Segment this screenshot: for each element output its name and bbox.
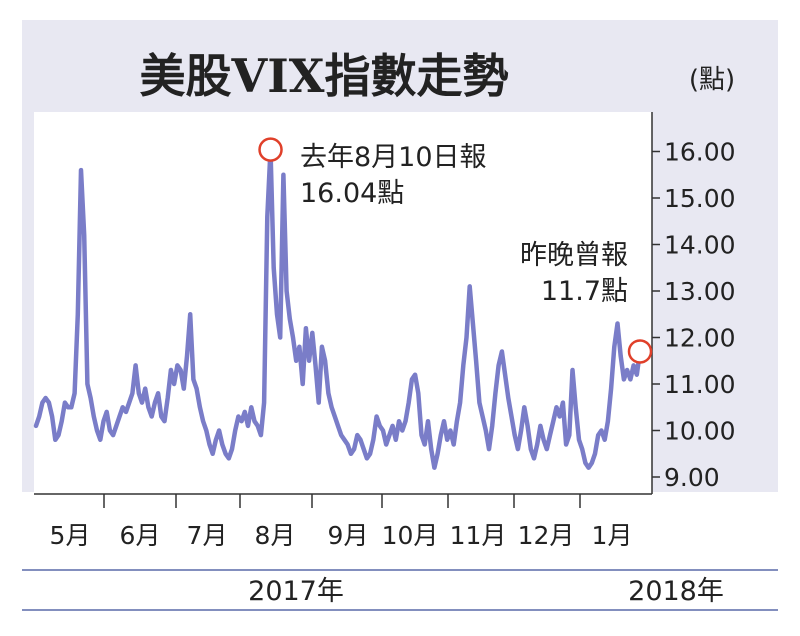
y-tick-label: 16.00 bbox=[664, 138, 736, 167]
x-tick-label: 5月 bbox=[50, 521, 91, 550]
y-tick-label: 11.00 bbox=[664, 370, 736, 399]
year-label-2017: 2017年 bbox=[248, 576, 344, 607]
y-tick-label: 10.00 bbox=[664, 417, 736, 446]
y-tick-label: 15.00 bbox=[664, 184, 736, 213]
annotation-peak-line2: 16.04點 bbox=[300, 178, 404, 209]
y-tick-label: 9.00 bbox=[664, 463, 720, 492]
chart-title: 美股VIX指數走勢 bbox=[140, 49, 509, 103]
x-tick-label: 10月 bbox=[382, 521, 439, 550]
unit-label: (點) bbox=[689, 65, 735, 95]
y-tick-label: 13.00 bbox=[664, 277, 736, 306]
x-tick-label: 1月 bbox=[592, 521, 633, 550]
x-tick-label: 9月 bbox=[328, 521, 369, 550]
y-axis: 9.00 10.00 11.00 12.00 13.00 14.00 15.00 16.00 bbox=[651, 112, 736, 494]
series-line bbox=[33, 147, 643, 470]
annotation-last-line2: 11.7點 bbox=[541, 276, 628, 307]
x-tick-label: 7月 bbox=[187, 521, 228, 550]
last-value-marker bbox=[627, 339, 653, 364]
footer-background bbox=[0, 500, 800, 636]
annotation-last-line1: 昨晚曾報 bbox=[520, 240, 628, 271]
x-tick-label: 11月 bbox=[450, 521, 507, 550]
peak-marker bbox=[258, 137, 283, 162]
x-tick-label: 6月 bbox=[120, 521, 161, 550]
y-tick-label: 12.00 bbox=[664, 324, 736, 353]
annotation-peak-line1: 去年8月10日報 bbox=[300, 142, 487, 173]
y-tick-label: 14.00 bbox=[664, 231, 736, 260]
x-axis: 5月 6月 7月 8月 9月 10月 11月 12月 1月 bbox=[34, 493, 652, 550]
x-tick-label: 12月 bbox=[518, 521, 575, 550]
year-label-2018: 2018年 bbox=[628, 576, 724, 607]
series-group bbox=[33, 137, 653, 470]
x-tick-label: 8月 bbox=[255, 521, 296, 550]
